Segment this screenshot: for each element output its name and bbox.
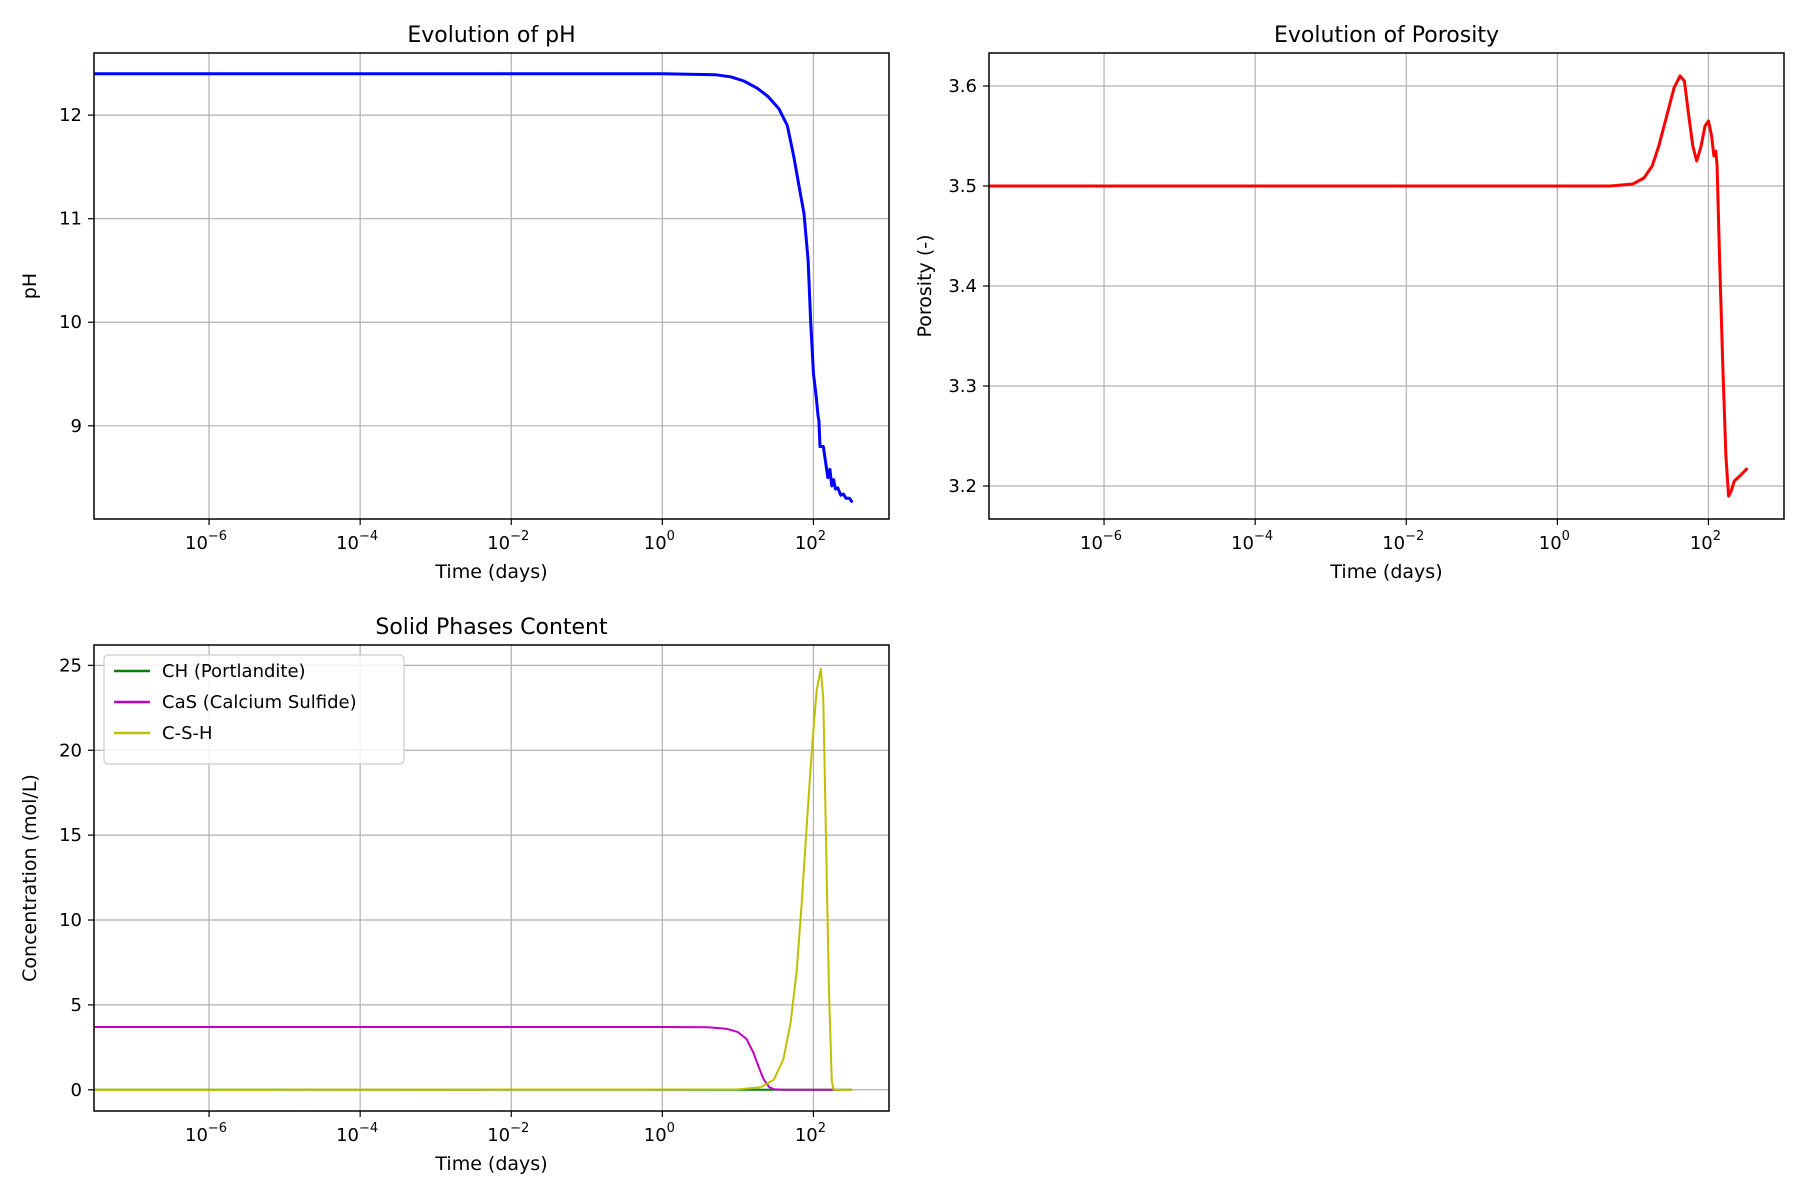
porosity-y-tick-label: 3.6	[948, 76, 977, 97]
ph-chart-panel: 10−6 10−4 10−2 100 102 9 10 11 12 Evolution of p…	[19, 23, 890, 583]
solid-phases-chart-y-axis-label: Concentration (mol/L)	[19, 774, 41, 982]
ph-chart-x-axis-label: Time (days)	[434, 561, 547, 583]
ph-series-line	[94, 72, 854, 503]
legend-label: CH (Portlandite)	[162, 661, 306, 682]
porosity-y-tick-label: 3.3	[948, 376, 977, 397]
ph-x-tick-label: 10−6	[185, 529, 227, 554]
ph-chart-frame	[93, 52, 890, 520]
solid-phases-x-tick-label: 10−6	[185, 1121, 227, 1146]
ph-y-tick-label: 11	[59, 209, 82, 230]
porosity-chart-x-axis-label: Time (days)	[1329, 561, 1442, 583]
solid-phases-chart-x-axis-label: Time (days)	[434, 1153, 547, 1175]
solid-phases-chart-frame	[93, 644, 890, 1112]
c-s-h-series-line	[94, 667, 853, 1091]
ph-x-tick-label: 100	[644, 529, 675, 554]
porosity-chart-y-axis-label: Porosity (-)	[914, 234, 936, 337]
solid-phases-x-tick-label: 10−4	[336, 1121, 378, 1146]
solid-phases-x-tick-label: 10−2	[487, 1121, 529, 1146]
ph-x-tick-label: 10−2	[487, 529, 529, 554]
solid-phases-y-tick-label: 0	[71, 1080, 82, 1101]
porosity-chart-title: Evolution of Porosity	[1274, 23, 1499, 48]
porosity-x-tick-label: 100	[1539, 529, 1570, 554]
solid-phases-y-tick-label: 5	[71, 995, 82, 1016]
porosity-y-tick-label: 3.2	[948, 476, 977, 497]
solid-phases-y-tick-label: 25	[59, 655, 82, 676]
solid-phases-y-tick-label: 10	[59, 910, 82, 931]
ph-chart-y-axis-label: pH	[19, 273, 41, 299]
porosity-y-tick-label: 3.5	[948, 176, 977, 197]
legend-label: CaS (Calcium Sulfide)	[162, 692, 357, 713]
solid-phases-x-tick-label: 100	[644, 1121, 675, 1146]
ph-y-tick-label: 10	[59, 312, 82, 333]
porosity-x-tick-label: 10−6	[1080, 529, 1122, 554]
cas-calcium-sulfide-series-line	[94, 1026, 838, 1091]
ph-y-tick-label: 9	[71, 416, 82, 437]
legend-label: C-S-H	[162, 723, 213, 744]
porosity-chart-panel: 10−6 10−4 10−2 100 102 3.2 3.3 3.4 3.5 3.6 Evolut…	[914, 23, 1785, 583]
solid-phases-chart-panel: 10−6 10−4 10−2 100 102 0 5 10 15 20 25 Solid Phase…	[19, 615, 890, 1175]
porosity-y-tick-label: 3.4	[948, 276, 977, 297]
porosity-series-line	[989, 74, 1749, 498]
solid-phases-y-tick-label: 20	[59, 740, 82, 761]
porosity-x-tick-label: 102	[1690, 529, 1721, 554]
porosity-x-tick-label: 10−4	[1231, 529, 1273, 554]
legend-box	[103, 654, 405, 765]
ph-chart-title: Evolution of pH	[407, 23, 575, 48]
solid-phases-y-tick-label: 15	[59, 825, 82, 846]
ph-x-tick-label: 102	[795, 529, 826, 554]
solid-phases-x-tick-label: 102	[795, 1121, 826, 1146]
ph-y-tick-label: 12	[59, 105, 82, 126]
solid-phases-chart-title: Solid Phases Content	[375, 615, 608, 640]
ph-x-tick-label: 10−4	[336, 529, 378, 554]
porosity-x-tick-label: 10−2	[1382, 529, 1424, 554]
solid-phases-legend: CH (Portlandite) CaS (Calcium Sulfide) C-S…	[103, 654, 405, 765]
